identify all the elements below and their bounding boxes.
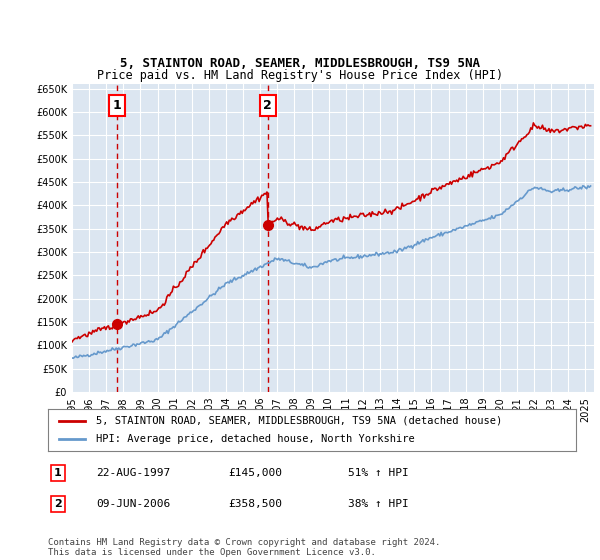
- Text: Price paid vs. HM Land Registry's House Price Index (HPI): Price paid vs. HM Land Registry's House …: [97, 69, 503, 82]
- Text: 1: 1: [113, 99, 122, 112]
- Text: 22-AUG-1997: 22-AUG-1997: [96, 468, 170, 478]
- Text: HPI: Average price, detached house, North Yorkshire: HPI: Average price, detached house, Nort…: [95, 434, 414, 444]
- Text: 1: 1: [54, 468, 62, 478]
- Text: £145,000: £145,000: [228, 468, 282, 478]
- Text: 38% ↑ HPI: 38% ↑ HPI: [348, 499, 409, 509]
- Text: £358,500: £358,500: [228, 499, 282, 509]
- Text: 5, STAINTON ROAD, SEAMER, MIDDLESBROUGH, TS9 5NA: 5, STAINTON ROAD, SEAMER, MIDDLESBROUGH,…: [120, 57, 480, 70]
- Text: Contains HM Land Registry data © Crown copyright and database right 2024.
This d: Contains HM Land Registry data © Crown c…: [48, 538, 440, 557]
- Text: 2: 2: [54, 499, 62, 509]
- Text: 5, STAINTON ROAD, SEAMER, MIDDLESBROUGH, TS9 5NA (detached house): 5, STAINTON ROAD, SEAMER, MIDDLESBROUGH,…: [95, 416, 502, 426]
- Text: 09-JUN-2006: 09-JUN-2006: [96, 499, 170, 509]
- Text: 51% ↑ HPI: 51% ↑ HPI: [348, 468, 409, 478]
- Text: 2: 2: [263, 99, 272, 112]
